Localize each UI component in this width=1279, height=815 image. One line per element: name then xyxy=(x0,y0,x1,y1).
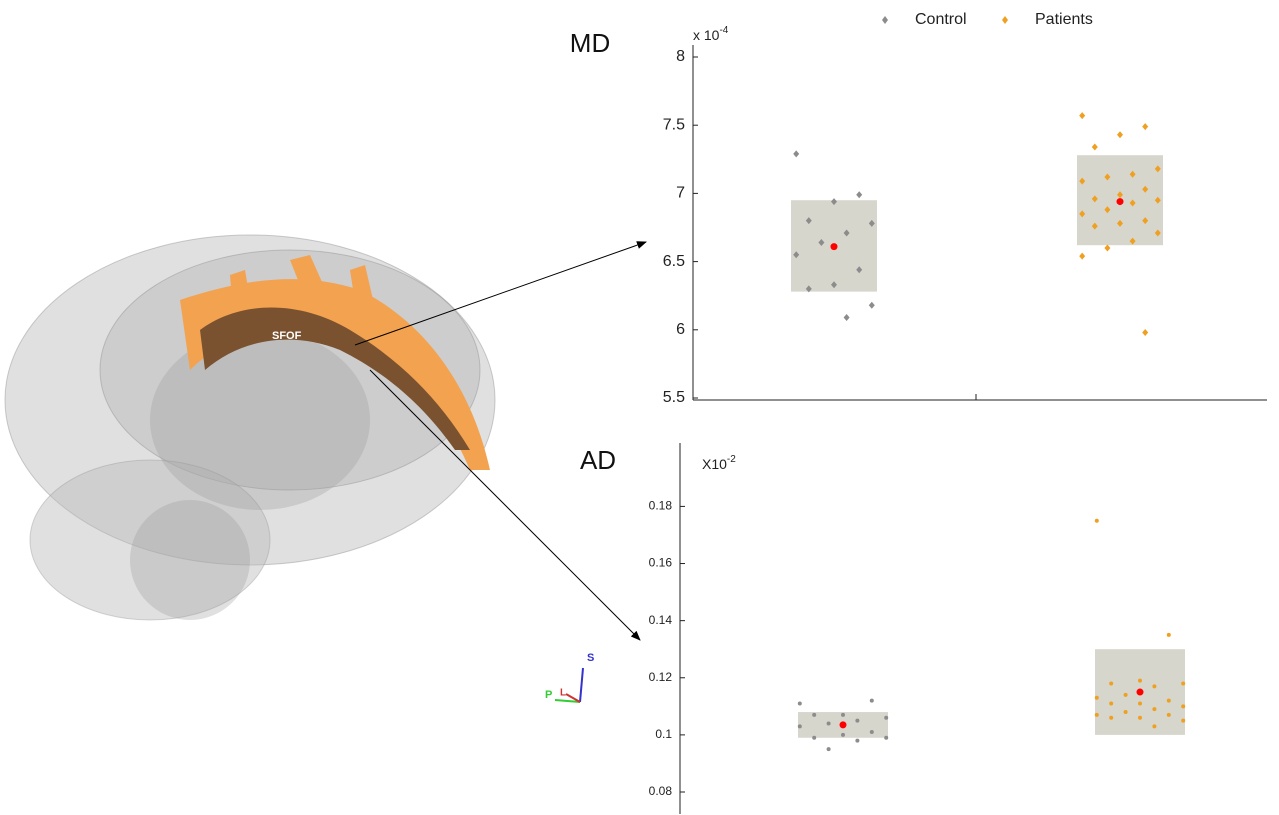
point xyxy=(1104,244,1110,251)
point xyxy=(1181,681,1185,685)
scale-label: X10-2 xyxy=(702,454,736,472)
point xyxy=(1167,699,1171,703)
scale-base: X10 xyxy=(702,456,727,472)
point xyxy=(884,736,888,740)
y-tick-label: 6.5 xyxy=(663,253,685,270)
legend-label: Control xyxy=(915,11,967,28)
axis-p: P xyxy=(545,689,552,701)
point xyxy=(1109,701,1113,705)
point xyxy=(793,150,799,157)
point xyxy=(798,701,802,705)
point xyxy=(855,719,859,723)
y-tick-label: 5.5 xyxy=(663,389,685,406)
y-tick-label: 0.14 xyxy=(649,613,673,627)
axis-l: L xyxy=(560,688,566,699)
point xyxy=(1079,112,1085,119)
y-tick-label: 8 xyxy=(676,48,685,65)
axis-s: S xyxy=(587,652,594,664)
point xyxy=(827,721,831,725)
point xyxy=(1109,716,1113,720)
scale-label: x 10-4 xyxy=(693,25,729,43)
point xyxy=(870,699,874,703)
point xyxy=(1152,724,1156,728)
y-tick-label: 0.1 xyxy=(655,727,672,741)
mean xyxy=(1117,198,1124,205)
point xyxy=(856,191,862,198)
y-tick-label: 0.08 xyxy=(649,784,673,798)
point xyxy=(812,713,816,717)
y-tick-label: 0.12 xyxy=(649,670,673,684)
point xyxy=(1152,684,1156,688)
point xyxy=(1138,716,1142,720)
y-tick-label: 0.16 xyxy=(649,556,673,570)
chart-title: MD xyxy=(570,28,610,58)
scale-exponent: -4 xyxy=(719,25,728,36)
mean xyxy=(831,243,838,250)
legend-marker xyxy=(1002,16,1008,24)
point xyxy=(1167,633,1171,637)
mean xyxy=(840,721,847,728)
scale-exponent: -2 xyxy=(727,454,736,465)
mean xyxy=(1137,689,1144,696)
point xyxy=(869,302,875,309)
point xyxy=(827,747,831,751)
point xyxy=(1138,679,1142,683)
tract-label: SFOF xyxy=(272,330,302,342)
page: {"brain": {"tract_label": "SFOF", "orien… xyxy=(0,0,1279,815)
orientation-axes: S P L xyxy=(545,652,594,702)
y-tick-label: 0.18 xyxy=(649,499,673,513)
point xyxy=(841,733,845,737)
chart-title: AD xyxy=(580,445,616,475)
point xyxy=(1181,719,1185,723)
point xyxy=(812,736,816,740)
point xyxy=(1095,519,1099,523)
point xyxy=(1092,144,1098,151)
scale-base: x 10 xyxy=(693,27,720,43)
y-tick-label: 7.5 xyxy=(663,116,685,133)
point xyxy=(844,314,850,321)
point xyxy=(1167,713,1171,717)
point xyxy=(855,739,859,743)
y-tick-label: 6 xyxy=(676,321,685,338)
point xyxy=(798,724,802,728)
point xyxy=(870,730,874,734)
point xyxy=(1152,707,1156,711)
point xyxy=(1079,253,1085,260)
point xyxy=(1142,329,1148,336)
point xyxy=(841,713,845,717)
point xyxy=(1095,696,1099,700)
legend-marker xyxy=(882,16,888,24)
point xyxy=(1124,710,1128,714)
point xyxy=(1142,123,1148,130)
brain: SFOF xyxy=(5,235,495,620)
point xyxy=(1124,693,1128,697)
point xyxy=(1138,701,1142,705)
point xyxy=(1095,713,1099,717)
point xyxy=(1181,704,1185,708)
point xyxy=(884,716,888,720)
point xyxy=(1117,131,1123,138)
figure: SFOF S P L MD x 10-4 5.5 6 6.5 7 7.5 8 Control Pa… xyxy=(0,0,1279,815)
legend-label: Patients xyxy=(1035,11,1093,28)
point xyxy=(1109,681,1113,685)
y-tick-label: 7 xyxy=(676,185,685,202)
